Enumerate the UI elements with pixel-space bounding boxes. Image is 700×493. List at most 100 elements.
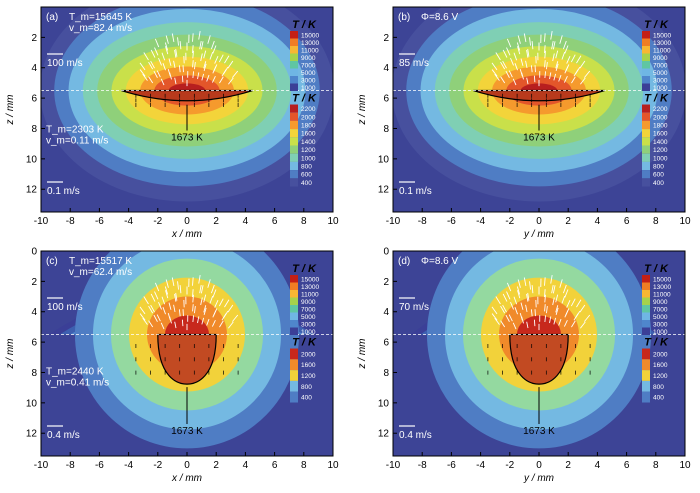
upper-annotation: Φ=8.6 V <box>421 12 458 23</box>
ref-arrow-lower-label: 0.1 m/s <box>47 186 80 197</box>
colorbar-swatch-upper <box>290 298 298 306</box>
y-tick-label: 6 <box>383 338 389 349</box>
x-tick-label: -6 <box>447 216 456 227</box>
colorbar-swatch-upper <box>290 46 298 54</box>
colorbar-tick-upper: 3000 <box>653 77 668 84</box>
y-tick-label: 8 <box>383 368 389 379</box>
panel-label: (c) <box>46 256 58 267</box>
colorbar-tick-upper: 11000 <box>301 47 319 54</box>
colorbar-tick-upper: 5000 <box>653 314 668 321</box>
y-tick-label: 12 <box>378 185 390 196</box>
colorbar-swatch-lower <box>642 154 650 162</box>
colorbar-tick-lower: 400 <box>301 180 312 187</box>
x-axis-label: y / mm <box>523 229 554 240</box>
x-tick-label: 6 <box>272 460 278 471</box>
x-tick-label: -10 <box>386 216 401 227</box>
ref-arrow-upper-label: 85 m/s <box>399 58 429 69</box>
colorbar-swatch-lower <box>290 370 298 381</box>
x-tick-label: -10 <box>34 460 49 471</box>
x-tick-label: 6 <box>624 216 630 227</box>
colorbar-title-lower: T / K <box>292 337 317 349</box>
y-tick-label: 0 <box>383 247 389 258</box>
colorbar-tick-upper: 9000 <box>301 299 316 306</box>
colorbar-swatch-lower <box>290 129 298 137</box>
x-tick-label: -2 <box>505 216 514 227</box>
colorbar-tick-lower: 1200 <box>301 373 316 380</box>
colorbar-title-upper: T / K <box>292 263 317 275</box>
colorbar-swatch-upper <box>290 61 298 69</box>
x-tick-label: -6 <box>95 460 104 471</box>
colorbar-title-upper: T / K <box>292 19 317 31</box>
colorbar-swatch-upper <box>642 313 650 321</box>
isotherm-label: 1673 K <box>523 133 555 144</box>
colorbar-tick-lower: 2200 <box>653 106 668 113</box>
colorbar-swatch-lower <box>642 162 650 170</box>
colorbar-swatch-upper <box>290 313 298 321</box>
x-tick-label: 4 <box>595 216 601 227</box>
x-tick-label: 8 <box>653 460 659 471</box>
x-tick-label: -8 <box>66 460 75 471</box>
colorbar-tick-lower: 1200 <box>653 373 668 380</box>
x-tick-label: 0 <box>184 460 190 471</box>
panel-label: (d) <box>398 256 410 267</box>
colorbar-swatch-upper <box>290 54 298 62</box>
colorbar-swatch-upper <box>642 61 650 69</box>
x-tick-label: -4 <box>124 460 133 471</box>
colorbar-tick-lower: 2000 <box>301 351 316 358</box>
colorbar-tick-lower: 800 <box>653 384 664 391</box>
colorbar-swatch-lower <box>642 129 650 137</box>
colorbar-swatch-upper <box>642 320 650 328</box>
x-tick-label: 8 <box>301 216 307 227</box>
colorbar-title-lower: T / K <box>644 337 669 349</box>
colorbar-swatch-upper <box>642 76 650 84</box>
y-tick-label: 0 <box>31 247 37 258</box>
colorbar-tick-lower: 800 <box>301 164 312 171</box>
colorbar-tick-lower: 2000 <box>653 114 668 121</box>
x-tick-label: -2 <box>505 460 514 471</box>
colorbar-tick-upper: 5000 <box>301 70 316 77</box>
lower-annotation: v_m=0.41 m/s <box>46 378 109 389</box>
colorbar-tick-upper: 11000 <box>653 47 671 54</box>
colorbar-tick-upper: 9000 <box>653 55 668 62</box>
upper-annotation: T_m=15517 K <box>69 256 132 267</box>
colorbar-swatch-upper <box>642 283 650 291</box>
colorbar-swatch-lower <box>642 381 650 392</box>
colorbar-tick-upper: 11000 <box>301 291 319 298</box>
x-tick-label: 6 <box>272 216 278 227</box>
colorbar-swatch-lower <box>290 392 298 403</box>
y-tick-label: 4 <box>31 307 37 318</box>
ref-arrow-upper-label: 100 m/s <box>47 302 83 313</box>
x-tick-label: 4 <box>595 460 601 471</box>
colorbar-tick-upper: 7000 <box>301 306 316 313</box>
y-tick-label: 12 <box>26 185 38 196</box>
colorbar-swatch-upper <box>642 298 650 306</box>
x-tick-label: 8 <box>653 216 659 227</box>
colorbar-swatch-lower <box>642 359 650 370</box>
colorbar-tick-upper: 13000 <box>653 284 671 291</box>
colorbar-swatch-upper <box>642 290 650 298</box>
colorbar-tick-upper: 1000 <box>653 85 668 92</box>
colorbar-swatch-upper <box>290 69 298 77</box>
colorbar-tick-upper: 15000 <box>653 32 671 39</box>
colorbar-tick-lower: 600 <box>653 172 664 179</box>
colorbar-swatch-lower <box>290 359 298 370</box>
colorbar-tick-lower: 400 <box>653 395 664 402</box>
colorbar-tick-lower: 1600 <box>301 131 316 138</box>
colorbar-swatch-upper <box>290 283 298 291</box>
colorbar-swatch-upper <box>290 275 298 283</box>
x-tick-label: -2 <box>153 460 162 471</box>
colorbar-tick-lower: 1600 <box>653 362 668 369</box>
colorbar-tick-lower: 1200 <box>301 147 316 154</box>
y-tick-label: 10 <box>26 154 38 165</box>
colorbar-tick-upper: 7000 <box>653 62 668 69</box>
colorbar-swatch-lower <box>642 370 650 381</box>
upper-annotation: v_m=62.4 m/s <box>69 267 132 278</box>
colorbar-title-upper: T / K <box>644 19 669 31</box>
x-tick-label: -2 <box>153 216 162 227</box>
colorbar-tick-upper: 13000 <box>301 284 319 291</box>
colorbar-swatch-upper <box>290 320 298 328</box>
